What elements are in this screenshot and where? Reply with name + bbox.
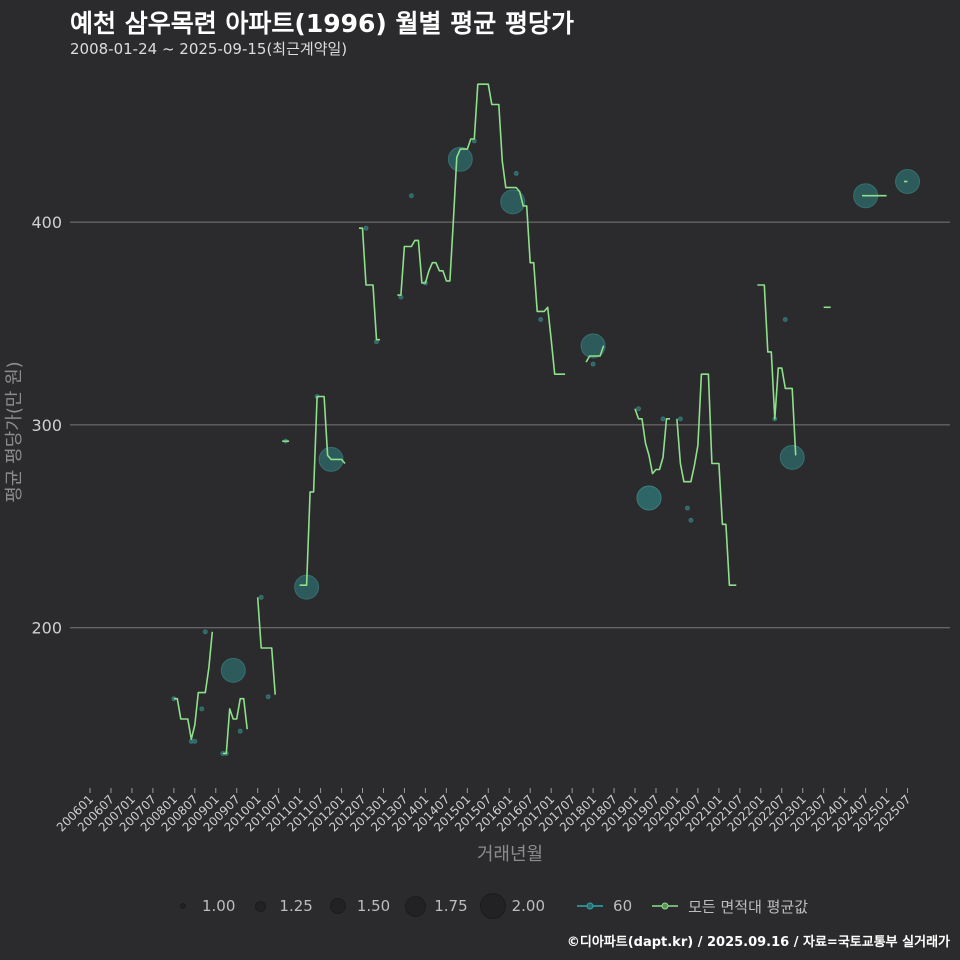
size-legend-dot [402, 895, 428, 917]
grid-layer [70, 221, 950, 629]
size-legend-label: 2.00 [511, 897, 546, 915]
avg-line-segment [585, 345, 605, 363]
data-point [220, 657, 246, 683]
data-point [538, 316, 544, 322]
chart-title: 예천 삼우목련 아파트(1996) 월별 평균 평당가 [70, 9, 574, 38]
avg-line-segment [757, 284, 797, 456]
data-point [500, 189, 526, 215]
avg-line-segment [359, 227, 380, 341]
y-tick-label: 200 [31, 619, 62, 638]
data-point [580, 333, 606, 359]
data-point [447, 146, 473, 172]
size-legend-dot [170, 903, 196, 909]
size-legend-dot [479, 893, 506, 919]
y-tick-labels: 200 300 400 [31, 213, 62, 638]
point-layer [171, 138, 921, 756]
y-tick-label: 400 [31, 213, 62, 232]
size-legend-dot [325, 898, 351, 914]
data-point [636, 406, 642, 412]
avg-line-segment [299, 395, 346, 587]
data-point [688, 517, 694, 523]
avg-label: 모든 면적대 평균값 [688, 897, 809, 916]
legend-avg: 모든 면적대 평균값 [650, 896, 808, 917]
avg-line-segment [173, 631, 214, 741]
size-legend-item: 1.00 [170, 897, 235, 915]
data-point [202, 629, 208, 635]
y-axis-label: 평균 평당가(만 원) [4, 361, 25, 502]
size-legend-item: 1.75 [402, 895, 468, 917]
size-legend-item: 1.50 [325, 897, 390, 915]
source-credit: ©디아파트(dapt.kr) / 2025.09.16 / 자료=국토교통부 실… [566, 935, 950, 950]
size-legend-item: 1.25 [247, 897, 313, 915]
size-legend-item: 2.00 [479, 893, 546, 919]
legend: 1.00 1.25 1.50 1.75 2.00 60 모든 면적대 평균값 [170, 890, 890, 922]
size-legend-label: 1.75 [434, 897, 468, 915]
data-point [590, 361, 596, 367]
data-point [895, 169, 921, 195]
data-point [782, 316, 788, 322]
data-point [408, 193, 414, 199]
size-legend: 1.00 1.25 1.50 1.75 2.00 [170, 893, 557, 919]
avg-line-segment [256, 597, 276, 695]
data-point [265, 694, 271, 700]
data-point [192, 738, 198, 744]
data-point [677, 416, 683, 422]
data-point [513, 170, 519, 176]
avg-line-segment [222, 697, 248, 755]
avg-line-segment [634, 408, 670, 475]
data-point [363, 225, 369, 231]
size-legend-dot [247, 900, 273, 912]
avg-line-segment [676, 373, 737, 587]
data-point [199, 706, 205, 712]
series-60-swatch [577, 902, 604, 910]
size-legend-label: 1.50 [356, 897, 391, 915]
data-point [237, 728, 243, 734]
chart-subtitle: 2008-01-24 ~ 2025-09-15(최근계약일) [70, 40, 348, 58]
data-point [779, 444, 805, 470]
data-point [684, 505, 690, 511]
avg-line-segment [397, 83, 566, 376]
data-point [660, 416, 666, 422]
size-legend-label: 1.00 [202, 897, 236, 915]
series-60-label: 60 [613, 897, 633, 915]
size-legend-label: 1.25 [279, 897, 313, 915]
y-tick-label: 300 [31, 416, 62, 435]
data-point [636, 485, 662, 511]
x-axis-label: 거래년월 [477, 844, 543, 865]
avg-line-swatch [652, 902, 679, 910]
x-tick-labels: 2006012006072007012007072008012008072009… [54, 788, 914, 835]
avg-line-layer [173, 83, 908, 755]
data-point [258, 594, 264, 600]
legend-series-60: 60 [575, 897, 632, 915]
